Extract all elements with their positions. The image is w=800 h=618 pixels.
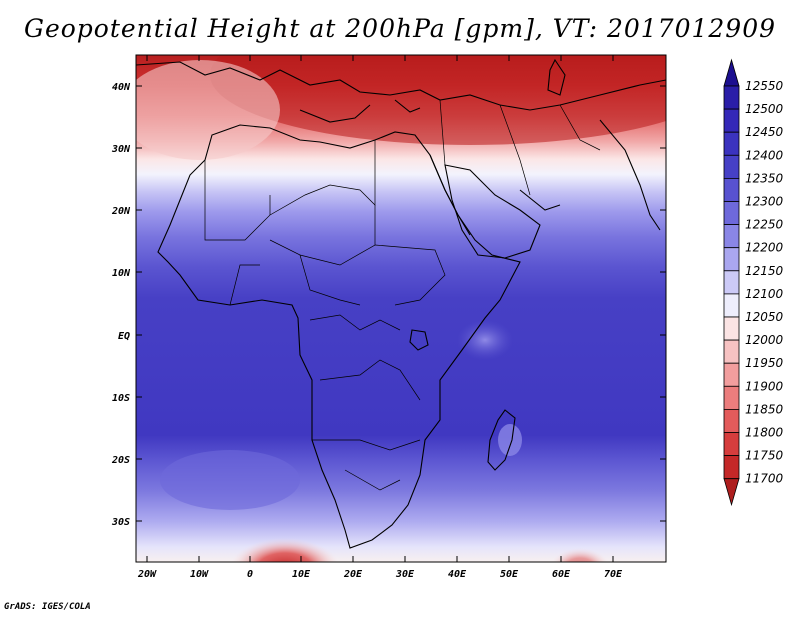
lat-label: EQ (118, 331, 130, 342)
colorbar-box (723, 247, 740, 272)
credit-text: GrADS: IGES/COLA (4, 602, 91, 612)
colorbar-label: 11950 (745, 356, 784, 370)
colorbar-label: 11750 (745, 449, 784, 463)
colorbar-box (723, 385, 740, 410)
lon-label: 40E (448, 569, 467, 580)
colorbar-box (723, 362, 740, 387)
colorbar-label: 12400 (745, 148, 784, 162)
colorbar-box (723, 455, 740, 480)
colorbar-label: 12250 (745, 218, 784, 232)
colorbar-label: 12300 (745, 195, 784, 209)
colorbar-label: 12100 (745, 287, 784, 301)
colorbar-label: 12000 (745, 333, 784, 347)
colorbar-box (723, 201, 740, 226)
colorbar-label: 12050 (745, 310, 784, 324)
lat-label: 20S (111, 455, 130, 466)
lat-label: 30S (111, 517, 130, 528)
colorbar-box (723, 432, 740, 457)
colorbar-box (723, 293, 740, 318)
lon-label: 50E (500, 569, 519, 580)
colorbar-label: 12150 (745, 264, 784, 278)
latitude-axis: 40N 30N 20N 10N EQ 10S 20S 30S (111, 82, 666, 528)
colorbar-label: 11900 (745, 379, 784, 393)
colorbar-top-arrow (723, 58, 740, 87)
colorbar-box (723, 270, 740, 295)
colorbar: 12550 12500 12450 12400 12350 12300 12250 12200… (723, 58, 784, 507)
colorbar-box (723, 108, 740, 133)
colorbar-label: 11700 (745, 472, 784, 486)
country-borders (204, 99, 601, 491)
colorbar-label: 12500 (745, 102, 784, 116)
lon-label: 10E (292, 569, 311, 580)
lon-label: 20W (137, 569, 157, 580)
lon-label: 20E (343, 569, 363, 580)
lat-label: 10S (112, 393, 130, 404)
colorbar-label: 12200 (745, 241, 784, 255)
colorbar-label: 11850 (745, 402, 784, 416)
chart-title: Geopotential Height at 200hPa [gpm], VT:… (23, 14, 777, 43)
colorbar-box (723, 131, 740, 156)
colorbar-label: 11800 (745, 426, 784, 440)
colorbar-box (723, 177, 740, 202)
colorbar-bottom-arrow (723, 478, 740, 507)
lon-label: 10W (190, 569, 209, 580)
plot-frame (135, 54, 667, 563)
lon-label: 60E (552, 569, 571, 580)
colorbar-label: 12550 (745, 79, 784, 93)
colorbar-box (723, 224, 740, 249)
colorbar-box (723, 316, 740, 341)
colorbar-box (723, 85, 740, 110)
colorbar-box (723, 154, 740, 179)
lon-label: 30E (395, 569, 415, 580)
colorbar-box (723, 339, 740, 364)
lat-label: 10N (112, 268, 131, 279)
colorbar-label: 12450 (745, 125, 784, 139)
colorbar-box (723, 408, 740, 433)
geopotential-field (136, 55, 666, 562)
lon-label: 0 (247, 569, 253, 580)
lat-label: 20N (111, 206, 131, 217)
lat-label: 30N (111, 144, 131, 155)
lat-label: 40N (112, 82, 131, 93)
longitude-axis: 20W 10W 0 10E 20E 30E 40E 50E 60E 70E (137, 55, 623, 580)
lon-label: 70E (604, 569, 623, 580)
colorbar-label: 12350 (745, 171, 784, 185)
